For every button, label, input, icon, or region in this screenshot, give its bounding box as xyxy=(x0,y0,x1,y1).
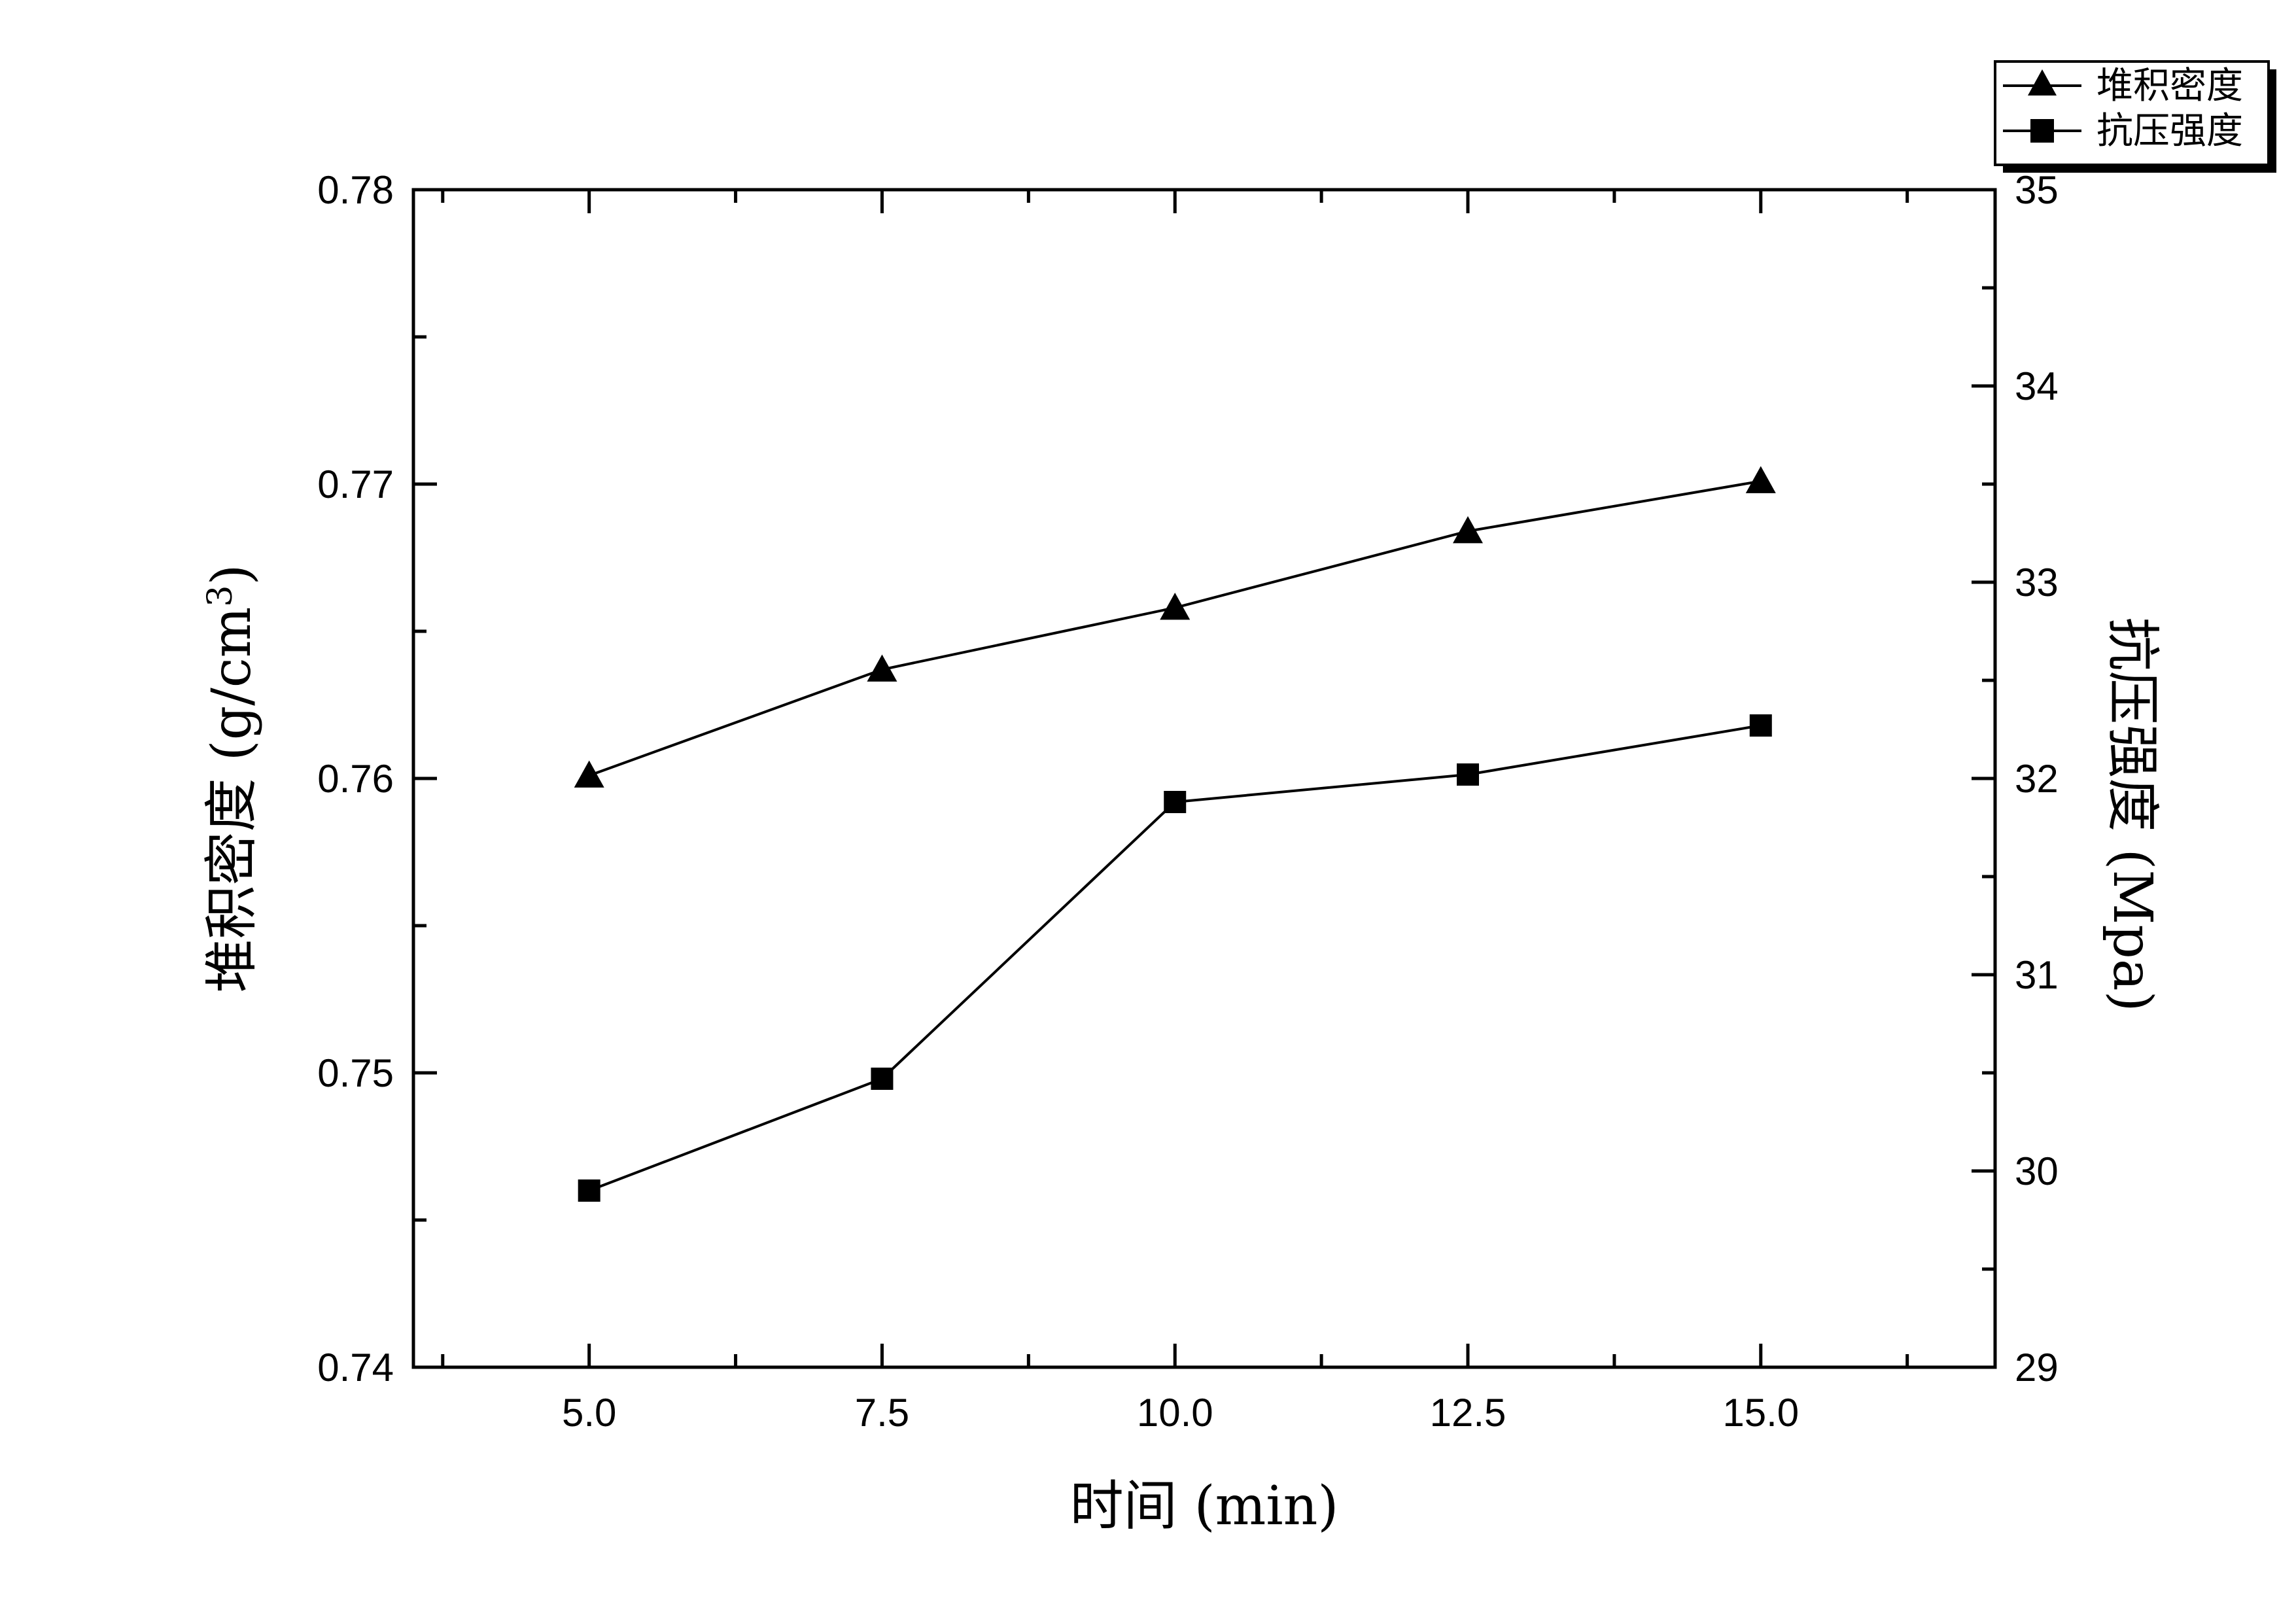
y-right-tick-label: 30 xyxy=(2015,1149,2059,1193)
y-left-title-main: 堆积密度 (g/cm xyxy=(201,607,263,993)
series-line-density xyxy=(588,480,1762,777)
legend-label-strength: 抗压强度 xyxy=(2096,110,2243,152)
data-point-triangle xyxy=(1453,516,1483,544)
legend: 堆积密度 抗压强度 xyxy=(1994,60,2276,173)
data-point-triangle xyxy=(574,760,604,788)
data-point-triangle xyxy=(1160,593,1191,620)
plot-frame xyxy=(411,188,1997,1369)
y-left-title-sup: 3 xyxy=(201,585,240,607)
y-left-tick-label: 0.74 xyxy=(317,1346,394,1389)
x-tick-label: 15.0 xyxy=(1722,1391,1799,1435)
y-left-tick-label: 0.77 xyxy=(317,462,394,506)
data-point-triangle xyxy=(1745,466,1776,493)
data-point-triangle xyxy=(867,654,897,682)
x-axis-title: 时间 (min) xyxy=(1070,1475,1339,1537)
y-left-axis-title: 堆积密度 (g/cm3) xyxy=(201,565,263,993)
legend-item-strength: 抗压强度 xyxy=(2003,110,2243,152)
y-right-tick-label: 34 xyxy=(2015,364,2059,408)
legend-label-density: 堆积密度 xyxy=(2096,65,2243,107)
legend-item-density: 堆积密度 xyxy=(2003,65,2243,107)
data-point-square xyxy=(578,1179,600,1202)
y-right-tick-label: 33 xyxy=(2015,561,2059,604)
y-right-tick-label: 32 xyxy=(2015,757,2059,801)
y-right-tick-label: 35 xyxy=(2015,168,2059,212)
y-right-axis-title: 抗压强度 (Mpa) xyxy=(2101,617,2163,1011)
y-left-tick-label: 0.75 xyxy=(317,1051,394,1095)
x-tick-label: 10.0 xyxy=(1137,1391,1213,1435)
series-layer xyxy=(574,466,1776,1202)
data-point-square xyxy=(1164,791,1187,813)
ticks-layer: 5.0 7.5 10.0 12.5 15.0 0.74 0.75 0.76 0.77 0.78 29… xyxy=(317,168,2059,1435)
data-point-square xyxy=(1457,763,1479,786)
y-left-tick-label: 0.76 xyxy=(317,757,394,801)
x-tick-label: 7.5 xyxy=(855,1391,909,1435)
legend-triangle-marker xyxy=(2028,69,2057,96)
x-tick-label: 12.5 xyxy=(1430,1391,1506,1435)
x-tick-label: 5.0 xyxy=(562,1391,616,1435)
y-right-tick-label: 31 xyxy=(2015,953,2059,997)
data-point-square xyxy=(871,1068,894,1090)
y-left-title-end: ) xyxy=(201,565,263,585)
data-point-square xyxy=(1749,714,1772,737)
y-left-tick-label: 0.78 xyxy=(317,168,394,212)
legend-square-marker xyxy=(2030,119,2054,143)
y-right-tick-label: 29 xyxy=(2015,1346,2059,1389)
